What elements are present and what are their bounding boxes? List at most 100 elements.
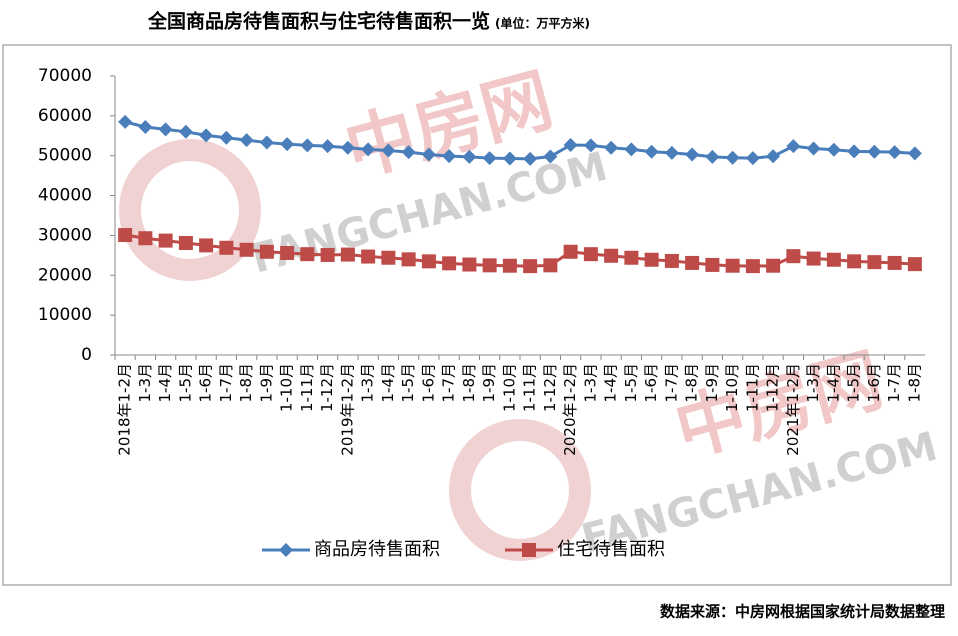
data-point <box>401 145 416 160</box>
watermark-logo <box>119 139 261 281</box>
x-tick-label: 1-6月 <box>865 363 883 403</box>
data-point <box>118 114 133 129</box>
data-point <box>907 146 922 161</box>
x-tick-label: 1-3月 <box>359 363 377 403</box>
x-tick-label: 1-6月 <box>419 363 437 403</box>
data-point <box>381 143 396 158</box>
x-tick-label: 2018年1-2月 <box>116 363 134 456</box>
x-tick-label: 2021年1-2月 <box>784 363 802 456</box>
data-point <box>604 248 619 263</box>
data-point <box>725 150 740 165</box>
y-tick-label: 30000 <box>38 225 92 245</box>
x-tick-label: 1-11月 <box>743 363 761 412</box>
data-point <box>766 258 781 273</box>
data-point <box>300 138 315 153</box>
data-point <box>664 253 679 268</box>
data-point <box>340 140 355 155</box>
data-point <box>523 259 538 274</box>
data-point <box>239 133 254 148</box>
data-point <box>745 151 760 166</box>
data-point <box>219 240 234 255</box>
y-tick-label: 50000 <box>38 146 92 166</box>
x-tick-label: 1-5月 <box>399 363 417 403</box>
y-tick-label: 40000 <box>38 186 92 206</box>
data-point <box>705 149 720 164</box>
x-tick-label: 1-4月 <box>824 363 842 403</box>
data-point <box>158 233 173 248</box>
data-point <box>502 258 517 273</box>
x-tick-label: 1-3月 <box>804 363 822 403</box>
data-point <box>604 140 619 155</box>
x-tick-label: 1-7月 <box>217 363 235 403</box>
data-point <box>482 258 497 273</box>
y-tick-label: 0 <box>81 345 92 365</box>
data-point <box>158 122 173 137</box>
data-point <box>279 543 293 557</box>
data-point <box>644 252 659 267</box>
series-line <box>124 120 915 161</box>
x-tick-label: 1-6月 <box>642 363 660 403</box>
x-tick-label: 1-7月 <box>885 363 903 403</box>
data-point <box>522 543 536 557</box>
data-point <box>239 242 254 257</box>
data-point <box>563 244 578 259</box>
y-tick-label: 70000 <box>38 66 92 86</box>
x-tick-label: 1-5月 <box>622 363 640 403</box>
data-point <box>462 257 477 272</box>
chart-subtitle: (单位：万平方米) <box>495 16 590 31</box>
data-point <box>320 139 335 154</box>
data-point <box>766 149 781 164</box>
data-point <box>847 144 862 159</box>
data-point <box>523 151 538 166</box>
data-point <box>361 249 376 264</box>
x-tick-label: 1-12月 <box>764 363 782 412</box>
x-tick-label: 1-9月 <box>480 363 498 403</box>
data-point <box>725 258 740 273</box>
x-tick-label: 1-12月 <box>318 363 336 412</box>
data-point <box>543 149 558 164</box>
data-point <box>442 149 457 164</box>
data-point <box>462 149 477 164</box>
data-point <box>583 247 598 262</box>
x-tick-label: 1-6月 <box>197 363 215 403</box>
y-tick-label: 10000 <box>38 305 92 325</box>
series-line <box>124 233 915 268</box>
y-tick-label: 60000 <box>38 106 92 126</box>
data-point <box>219 130 234 145</box>
x-tick-label: 1-5月 <box>845 363 863 403</box>
x-tick-label: 1-10月 <box>278 363 296 412</box>
data-point <box>381 250 396 265</box>
data-point <box>421 147 436 162</box>
x-tick-label: 1-8月 <box>237 363 255 403</box>
x-tick-label: 1-3月 <box>581 363 599 403</box>
y-tick-label: 20000 <box>38 265 92 285</box>
data-point <box>786 249 801 264</box>
data-point <box>847 254 862 269</box>
x-tick-label: 1-8月 <box>460 363 478 403</box>
legend-label: 住宅待售面积 <box>557 539 665 560</box>
data-point <box>320 247 335 262</box>
x-tick-label: 1-3月 <box>136 363 154 403</box>
data-point <box>543 258 558 273</box>
x-tick-label: 1-10月 <box>723 363 741 412</box>
data-point <box>644 144 659 159</box>
data-point <box>199 238 214 253</box>
data-point <box>664 145 679 160</box>
x-tick-label: 1-4月 <box>602 363 620 403</box>
data-point <box>806 141 821 156</box>
data-point <box>624 142 639 157</box>
x-tick-label: 1-4月 <box>156 363 174 403</box>
data-point <box>624 250 639 265</box>
data-point <box>138 120 153 135</box>
data-point <box>199 128 214 143</box>
data-point <box>887 255 902 270</box>
data-point <box>482 151 497 166</box>
x-tick-label: 1-9月 <box>257 363 275 403</box>
data-point <box>867 144 882 159</box>
data-point <box>705 257 720 272</box>
x-tick-label: 1-5月 <box>176 363 194 403</box>
data-point <box>340 247 355 262</box>
data-point <box>685 147 700 162</box>
data-point <box>178 236 193 251</box>
data-point <box>563 137 578 152</box>
